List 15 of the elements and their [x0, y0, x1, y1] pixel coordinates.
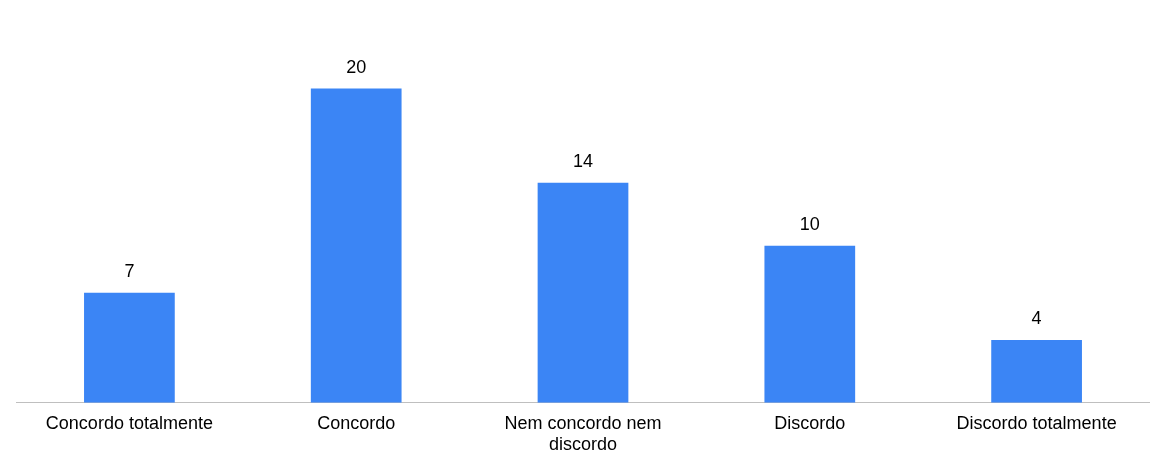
x-tick-label: Nem concordo nem discordo	[504, 412, 662, 455]
x-tick-label: Concordo	[317, 412, 396, 433]
data-label: 7	[124, 260, 135, 281]
x-tick-label: Discordo totalmente	[956, 412, 1117, 433]
bar	[310, 88, 402, 403]
data-label: 10	[799, 213, 820, 234]
x-tick-label: Discordo	[774, 412, 846, 433]
data-label: 4	[1031, 307, 1042, 328]
data-label: 14	[572, 150, 594, 171]
bar	[84, 292, 175, 403]
bar	[764, 245, 856, 403]
bar	[537, 182, 629, 403]
x-tick-label: Concordo totalmente	[45, 412, 213, 433]
bar	[991, 339, 1082, 403]
data-label: 20	[346, 56, 367, 77]
